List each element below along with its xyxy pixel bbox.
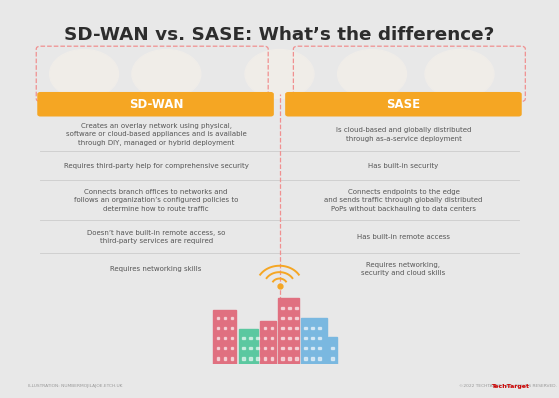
- Circle shape: [425, 49, 494, 99]
- Bar: [271, 327, 273, 329]
- Bar: [271, 347, 273, 349]
- Bar: [231, 337, 234, 339]
- Bar: [281, 357, 284, 359]
- Text: Connects endpoints to the edge
and sends traffic through globally distributed
Po: Connects endpoints to the edge and sends…: [324, 189, 482, 212]
- Bar: [281, 327, 284, 329]
- Bar: [288, 357, 291, 359]
- Bar: [264, 357, 267, 359]
- Bar: [288, 306, 291, 309]
- Bar: [304, 347, 307, 349]
- Bar: [256, 347, 259, 349]
- Text: Requires third-party help for comprehensive security: Requires third-party help for comprehens…: [64, 162, 249, 169]
- Bar: [217, 347, 219, 349]
- Bar: [271, 337, 273, 339]
- Circle shape: [338, 49, 406, 99]
- Bar: [231, 327, 234, 329]
- Circle shape: [50, 49, 119, 99]
- Bar: [311, 357, 314, 359]
- Bar: [217, 357, 219, 359]
- FancyBboxPatch shape: [37, 92, 274, 117]
- Bar: [271, 357, 273, 359]
- Bar: [217, 327, 219, 329]
- Bar: [295, 306, 298, 309]
- Bar: [231, 347, 234, 349]
- Circle shape: [245, 49, 314, 99]
- Bar: [318, 357, 321, 359]
- Text: SD-WAN: SD-WAN: [129, 98, 183, 111]
- Bar: [224, 327, 226, 329]
- Bar: [224, 337, 226, 339]
- Bar: [318, 337, 321, 339]
- Text: TechTarget: TechTarget: [491, 384, 529, 389]
- Bar: [231, 357, 234, 359]
- Bar: [249, 357, 252, 359]
- Bar: [249, 337, 252, 339]
- Bar: [260, 322, 276, 364]
- Bar: [239, 329, 258, 364]
- Bar: [318, 347, 321, 349]
- Bar: [256, 337, 259, 339]
- Bar: [301, 318, 326, 364]
- Bar: [256, 357, 259, 359]
- Bar: [304, 357, 307, 359]
- Bar: [288, 327, 291, 329]
- Bar: [318, 327, 321, 329]
- Bar: [288, 347, 291, 349]
- Bar: [311, 347, 314, 349]
- Text: Is cloud-based and globally distributed
through as-a-service deployment: Is cloud-based and globally distributed …: [336, 127, 471, 142]
- Bar: [249, 347, 252, 349]
- Bar: [295, 317, 298, 319]
- Bar: [264, 347, 267, 349]
- Bar: [281, 317, 284, 319]
- Bar: [217, 337, 219, 339]
- Bar: [331, 357, 334, 359]
- Bar: [328, 337, 337, 364]
- Text: SASE: SASE: [386, 98, 420, 111]
- Text: ©2022 TECHTARGET ALL RIGHTS RESERVED.: ©2022 TECHTARGET ALL RIGHTS RESERVED.: [459, 384, 557, 388]
- Bar: [295, 357, 298, 359]
- Bar: [311, 327, 314, 329]
- Bar: [214, 310, 236, 364]
- Bar: [242, 347, 245, 349]
- Bar: [264, 337, 267, 339]
- Bar: [281, 347, 284, 349]
- Bar: [331, 347, 334, 349]
- Bar: [231, 317, 234, 319]
- Text: SD-WAN vs. SASE: What’s the difference?: SD-WAN vs. SASE: What’s the difference?: [64, 26, 495, 45]
- Bar: [304, 337, 307, 339]
- Text: ILLUSTRATION: NUMBERMOJILAJOE.ETCH.UK: ILLUSTRATION: NUMBERMOJILAJOE.ETCH.UK: [27, 384, 122, 388]
- Text: Requires networking skills: Requires networking skills: [110, 266, 202, 272]
- Bar: [224, 347, 226, 349]
- Bar: [288, 337, 291, 339]
- Bar: [224, 317, 226, 319]
- Text: Has built-in security: Has built-in security: [368, 162, 439, 169]
- Bar: [311, 337, 314, 339]
- Bar: [278, 298, 299, 364]
- Circle shape: [132, 49, 201, 99]
- Text: Requires networking,
security and cloud skills: Requires networking, security and cloud …: [361, 262, 446, 276]
- Bar: [242, 357, 245, 359]
- Bar: [295, 327, 298, 329]
- Bar: [288, 317, 291, 319]
- Bar: [281, 337, 284, 339]
- Bar: [242, 337, 245, 339]
- Bar: [224, 357, 226, 359]
- Text: Has built-in remote access: Has built-in remote access: [357, 234, 450, 240]
- Text: Creates an overlay network using physical,
software or cloud-based appliances an: Creates an overlay network using physica…: [66, 123, 247, 146]
- FancyBboxPatch shape: [285, 92, 522, 117]
- Bar: [304, 327, 307, 329]
- Text: Connects branch offices to networks and
follows an organization’s configured pol: Connects branch offices to networks and …: [74, 189, 238, 212]
- Bar: [217, 317, 219, 319]
- Bar: [264, 327, 267, 329]
- Bar: [295, 347, 298, 349]
- Bar: [281, 306, 284, 309]
- Bar: [295, 337, 298, 339]
- Text: Doesn’t have built-in remote access, so
third-party services are required: Doesn’t have built-in remote access, so …: [87, 230, 225, 244]
